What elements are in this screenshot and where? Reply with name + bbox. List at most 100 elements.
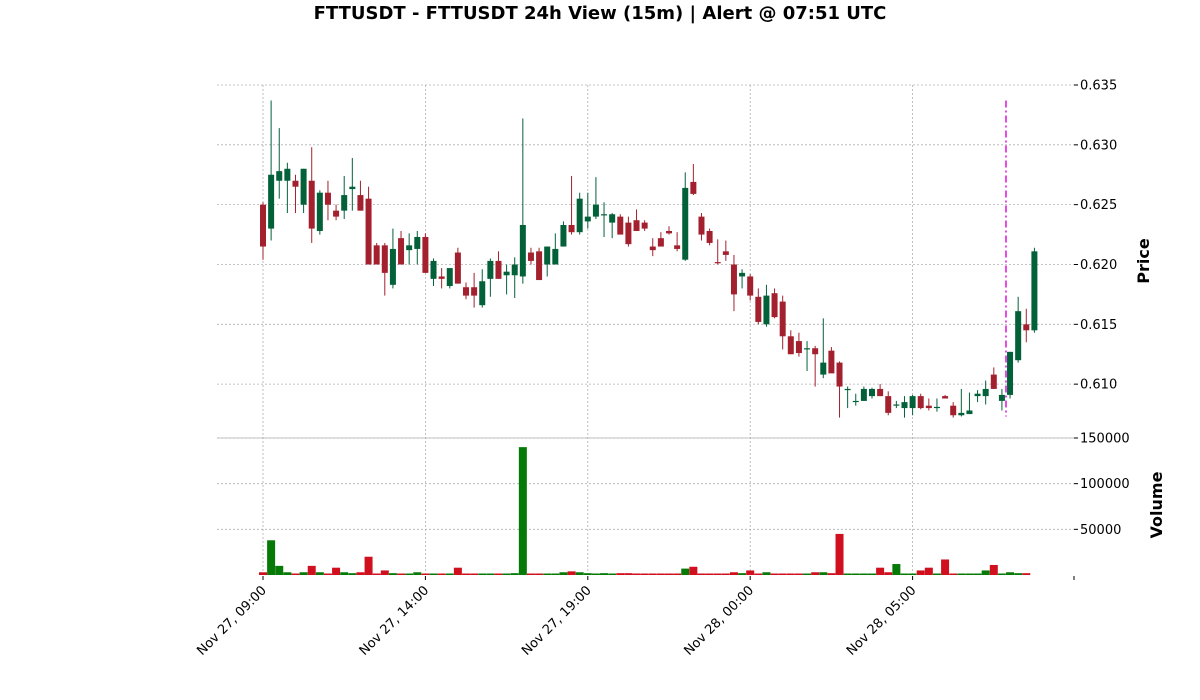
candle-body [674,245,681,249]
candle-body [503,271,510,276]
candle-body [292,180,299,187]
candle-body [666,230,672,234]
candle-body [389,248,396,285]
candle [958,388,965,417]
volume-bar [997,573,1006,575]
candle-body [471,287,478,296]
candle [601,202,608,237]
volume-bar [705,573,714,575]
time-tick-label: Nov 27, 14:00 [357,583,433,659]
volume-bar [900,573,909,575]
volume-bar [267,540,276,575]
candle [260,202,266,260]
candle [406,233,413,265]
volume-bar [616,573,625,575]
candle [966,392,973,415]
volume-bar [299,572,308,575]
candle [422,233,429,273]
candle [527,247,534,265]
volume-bar [470,573,479,575]
candle [771,288,778,319]
candle [479,269,486,308]
volume-bar [1014,573,1023,575]
candle [519,118,526,284]
time-tick-label: Nov 27, 19:00 [519,583,595,659]
candle-body [308,180,315,229]
volume-bar [965,573,974,575]
candle [373,242,380,265]
candle-body [324,192,331,205]
candle-body [584,216,591,222]
candle-body [714,262,721,264]
candle [357,180,364,211]
candle-body [398,238,405,265]
candle-body [828,350,835,374]
candle [649,238,656,257]
volume-bar [981,570,990,575]
candle [755,288,762,325]
candle-body [544,246,551,265]
candle [739,269,746,289]
volume-bar [380,570,389,575]
candle-body [576,198,583,233]
volume-bar [973,573,982,575]
candle [609,213,616,239]
candle-body [942,396,949,399]
time-tick-label: Nov 27, 09:00 [194,583,270,659]
candle-body [284,168,291,181]
volume-bar [275,565,284,575]
volume-bar [778,573,787,575]
candle [1015,296,1022,363]
candle-body [414,236,421,249]
candle [706,228,713,246]
candle-body [877,388,884,397]
volume-bar [518,447,527,575]
candle [454,247,461,284]
candle-body [430,260,437,279]
volume-bar [600,573,609,575]
candle [828,347,835,374]
candle [1031,247,1038,333]
volume-bar [340,572,349,575]
candle [446,268,453,289]
volume-bar [632,573,641,575]
candle [300,168,307,214]
candle [268,100,275,241]
volume-bar [356,572,365,575]
volume-bar [884,572,893,575]
candle [893,400,900,409]
candle-body [625,222,632,245]
candle [795,332,802,357]
candle-body [536,251,543,281]
candle-body [349,186,356,190]
volume-bar [916,570,925,575]
volume-tick-label: 50000 [1080,523,1121,538]
price-tick-label: 0.630 [1080,138,1117,153]
volume-bar [689,566,698,575]
volume-bar [405,573,414,575]
candle [901,396,908,418]
candle [998,388,1005,411]
volume-bar [348,573,357,575]
candle-body [316,192,323,231]
candle-body [568,225,575,233]
candle [544,246,551,277]
volume-bar [640,573,649,575]
volume-bar [291,573,300,575]
candle [1007,351,1014,399]
volume-bar [332,567,341,575]
candle [511,257,518,298]
volume-bar [559,572,568,575]
candle-body [722,251,729,255]
candle-body [422,236,429,273]
volume-bar [713,573,722,575]
price-tick-label: 0.635 [1080,79,1117,94]
candle [982,380,989,405]
volume-bar [478,573,487,575]
volume-bar [372,573,381,575]
candle [722,240,729,261]
candle-body [260,204,266,247]
volume-bars [259,447,1031,575]
volume-bar [494,573,503,575]
